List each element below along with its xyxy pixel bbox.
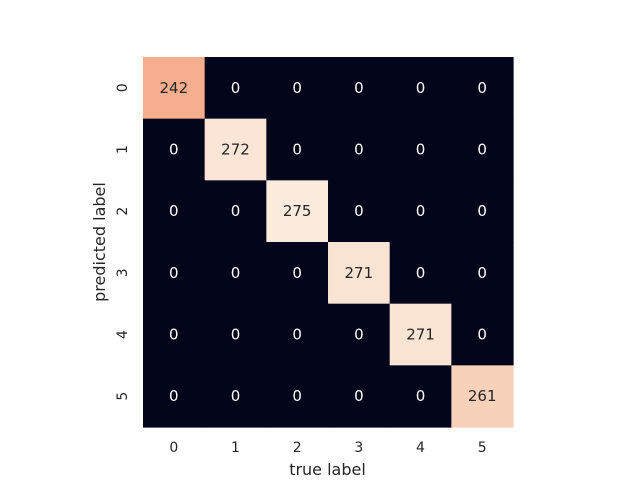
cell-value-label: 0 [354, 141, 364, 159]
heatmap-cell [266, 118, 329, 181]
cell-value-label: 0 [354, 387, 364, 405]
y-tick-label: 4 [115, 330, 131, 339]
y-tick-label: 5 [115, 392, 131, 401]
heatmap-cell [143, 118, 206, 181]
y-axis-label: predicted label [90, 182, 109, 302]
cell-value-label: 261 [468, 387, 497, 405]
cell-value-label: 0 [477, 326, 487, 344]
cell-value-label: 0 [231, 387, 241, 405]
y-tick-label: 2 [115, 207, 131, 216]
heatmap-cell [389, 57, 452, 120]
heatmap-cell [389, 118, 452, 181]
cell-value-label: 242 [160, 79, 189, 97]
cell-value-label: 0 [416, 264, 426, 282]
cell-value-label: 0 [169, 326, 179, 344]
heatmap-cell [389, 180, 452, 243]
heatmap-cell [204, 365, 267, 428]
heatmap-cell [451, 57, 514, 120]
cell-value-label: 271 [406, 326, 435, 344]
cell-value-label: 0 [169, 264, 179, 282]
y-tick-label: 0 [115, 83, 131, 92]
heatmap-cell [204, 242, 267, 305]
heatmap-cell [389, 365, 452, 428]
heatmap-cell [328, 365, 391, 428]
heatmap-cell [204, 303, 267, 366]
cell-value-label: 275 [283, 202, 312, 220]
cell-value-label: 0 [231, 202, 241, 220]
cell-value-label: 0 [477, 264, 487, 282]
cell-value-label: 0 [416, 387, 426, 405]
y-tick-label: 3 [115, 268, 131, 277]
cell-value-label: 272 [221, 141, 250, 159]
cell-value-label: 0 [416, 79, 426, 97]
cell-value-label: 0 [292, 326, 302, 344]
cell-value-label: 0 [231, 264, 241, 282]
x-tick-label: 5 [478, 440, 487, 456]
cell-value-label: 0 [169, 387, 179, 405]
cell-value-label: 0 [292, 264, 302, 282]
heatmap-cell [451, 365, 514, 428]
heatmap-cell [389, 242, 452, 305]
y-axis-ticks: 0 1 2 3 4 5 [115, 83, 131, 400]
heatmap-cell [266, 242, 329, 305]
x-axis-ticks: 0 1 2 3 4 5 [169, 440, 486, 456]
heatmap-cell [143, 242, 206, 305]
cell-value-label: 0 [169, 141, 179, 159]
heatmap-cell [266, 57, 329, 120]
heatmap-cell [328, 57, 391, 120]
cell-value-label: 0 [292, 387, 302, 405]
cell-value-label: 0 [354, 202, 364, 220]
heatmap-cell [328, 118, 391, 181]
cell-value-label: 0 [477, 202, 487, 220]
heatmap-cell [143, 303, 206, 366]
heatmap-cells: 242 0 0 0 0 0 0 272 0 0 0 0 0 0 275 0 0 0 0 0 0 271 0 0 0 0 0 0 271 0… [143, 57, 514, 428]
cell-value-label: 271 [345, 264, 374, 282]
cell-value-label: 0 [169, 202, 179, 220]
cell-value-label: 0 [416, 202, 426, 220]
heatmap-cell [266, 180, 329, 243]
heatmap-cell [451, 180, 514, 243]
cell-value-label: 0 [292, 79, 302, 97]
heatmap-cell [204, 57, 267, 120]
heatmap-cell [143, 57, 206, 120]
cell-value-label: 0 [354, 326, 364, 344]
x-tick-label: 1 [231, 440, 240, 456]
cell-value-label: 0 [354, 79, 364, 97]
heatmap-cell [266, 303, 329, 366]
cell-value-label: 0 [231, 79, 241, 97]
cell-value-label: 0 [477, 79, 487, 97]
heatmap-cell [143, 180, 206, 243]
x-tick-label: 2 [293, 440, 302, 456]
heatmap-cell [143, 365, 206, 428]
x-axis-label: true label [289, 460, 366, 479]
cell-value-label: 0 [231, 326, 241, 344]
heatmap-cell [389, 303, 452, 366]
cell-value-label: 0 [477, 141, 487, 159]
y-tick-label: 1 [115, 145, 131, 154]
heatmap-cell [328, 180, 391, 243]
heatmap-cell [451, 242, 514, 305]
cell-value-label: 0 [292, 141, 302, 159]
x-tick-label: 3 [354, 440, 363, 456]
heatmap-cell [451, 118, 514, 181]
x-tick-label: 0 [169, 440, 178, 456]
heatmap-cell [204, 118, 267, 181]
heatmap-cell [451, 303, 514, 366]
x-tick-label: 4 [416, 440, 425, 456]
heatmap-cell [204, 180, 267, 243]
heatmap-cell [328, 303, 391, 366]
heatmap-cell [266, 365, 329, 428]
heatmap-cell [328, 242, 391, 305]
cell-value-label: 0 [416, 141, 426, 159]
